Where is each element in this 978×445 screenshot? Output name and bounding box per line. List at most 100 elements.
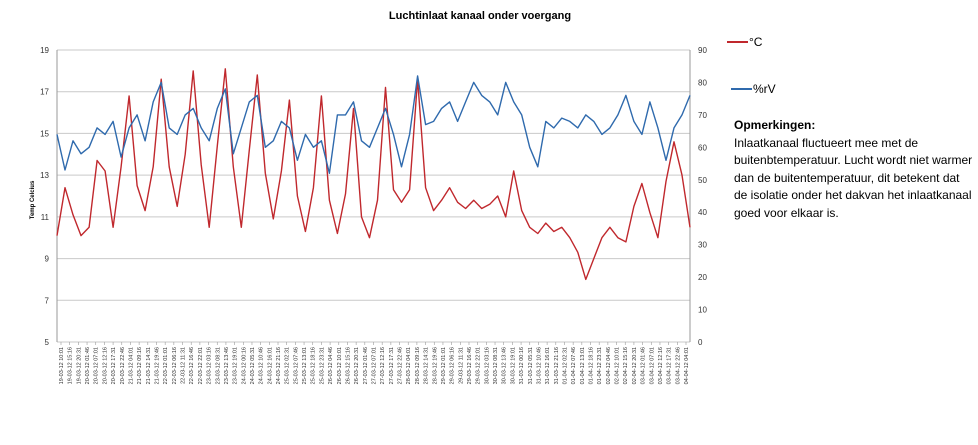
right-tick-label-7: 70 — [698, 111, 707, 120]
x-tick-label-16: 22-03-12 22:01 — [198, 347, 204, 384]
x-tick-label-2: 19-03-12 20:31 — [76, 347, 82, 384]
x-tick-label-42: 28-03-12 14:31 — [424, 347, 430, 384]
x-tick-label-38: 27-03-12 17:31 — [389, 347, 395, 384]
x-tick-label-72: 04-04-12 04:01 — [684, 347, 690, 384]
left-tick-label-1: 7 — [45, 296, 50, 305]
chart-title: Luchtinlaat kanaal onder voergang — [389, 10, 571, 22]
x-tick-label-54: 31-03-12 05:31 — [528, 347, 534, 384]
notes-heading: Opmerkingen: — [734, 118, 816, 132]
notes-body: Inlaatkanaal fluctueert mee met de buite… — [734, 135, 973, 220]
x-tick-label-0: 19-03-12 10:01 — [59, 347, 65, 384]
x-tick-label-49: 30-03-12 03:16 — [484, 347, 490, 384]
x-tick-label-34: 26-03-12 20:31 — [354, 347, 360, 384]
x-tick-label-66: 02-04-12 20:31 — [632, 347, 638, 384]
x-tick-label-3: 20-03-12 01:46 — [85, 347, 91, 384]
x-tick-label-15: 22-03-12 16:46 — [189, 347, 195, 384]
x-tick-label-69: 03-04-12 12:16 — [658, 347, 664, 384]
left-axis-ticks: 5 7 9 11 13 15 17 19 — [40, 46, 49, 347]
x-tick-label-57: 31-03-12 21:16 — [554, 347, 560, 384]
x-tick-label-17: 23-03-12 03:16 — [207, 347, 213, 384]
x-tick-label-23: 24-03-12 10:46 — [259, 347, 265, 384]
series-line-temperature — [56, 68, 691, 281]
x-tick-label-35: 27-03-12 01:46 — [363, 347, 369, 384]
x-tick-label-67: 03-04-12 01:46 — [641, 347, 647, 384]
chart-gridlines — [56, 49, 691, 343]
right-axis-ticks: 0 10 20 30 40 50 60 70 80 90 — [698, 46, 707, 347]
right-tick-label-5: 50 — [698, 176, 707, 185]
notes-panel: Opmerkingen: Inlaatkanaal fluctueert mee… — [734, 117, 974, 222]
x-tick-label-25: 24-03-12 21:16 — [276, 347, 282, 384]
x-tick-label-50: 30-03-12 08:31 — [493, 347, 499, 384]
x-tick-label-32: 26-03-12 10:01 — [337, 347, 343, 384]
x-tick-label-6: 20-03-12 17:31 — [111, 347, 117, 384]
left-tick-label-7: 19 — [40, 46, 49, 55]
left-tick-label-3: 11 — [41, 213, 50, 222]
x-tick-label-40: 28-03-12 04:01 — [406, 347, 412, 384]
x-tick-label-45: 29-03-12 06:16 — [450, 347, 456, 384]
x-tick-label-8: 21-03-12 04:01 — [128, 347, 134, 384]
x-tick-label-13: 22-03-12 06:16 — [172, 347, 178, 384]
x-tick-label-18: 23-03-12 08:31 — [215, 347, 221, 384]
right-tick-label-8: 80 — [698, 78, 707, 87]
left-tick-label-2: 9 — [45, 255, 50, 264]
x-tick-label-29: 25-03-12 18:16 — [311, 347, 317, 384]
x-tick-label-51: 30-03-12 13:46 — [502, 347, 508, 384]
x-tick-label-56: 31-03-12 16:01 — [545, 347, 551, 384]
x-axis-ticks: 19-03-12 10:01 19-03-12 15:16 19-03-12 20:… — [59, 342, 690, 384]
x-tick-label-11: 21-03-12 19:46 — [154, 347, 160, 384]
right-tick-label-4: 40 — [698, 208, 707, 217]
x-tick-label-60: 01-04-12 13:01 — [580, 347, 586, 384]
x-tick-label-63: 02-04-12 04:46 — [606, 347, 612, 384]
x-tick-label-28: 25-03-12 13:01 — [302, 347, 308, 384]
right-tick-label-2: 20 — [698, 273, 707, 282]
left-tick-label-0: 5 — [45, 338, 50, 347]
x-tick-label-46: 29-03-12 11:31 — [458, 347, 464, 384]
x-tick-label-39: 27-03-12 22:46 — [398, 347, 404, 384]
left-tick-label-6: 17 — [40, 88, 49, 97]
x-tick-label-52: 30-03-12 19:01 — [510, 347, 516, 384]
x-tick-label-1: 19-03-12 15:16 — [68, 347, 74, 384]
x-tick-label-61: 01-04-12 18:16 — [589, 347, 595, 384]
x-tick-label-27: 25-03-12 07:46 — [293, 347, 299, 384]
right-tick-label-6: 60 — [698, 143, 707, 152]
x-tick-label-70: 03-04-12 17:31 — [667, 347, 673, 384]
x-tick-label-21: 24-03-12 00:16 — [241, 347, 247, 384]
x-tick-label-26: 25-03-12 02:31 — [285, 347, 291, 384]
x-tick-label-48: 29-03-12 22:01 — [476, 347, 482, 384]
x-tick-label-14: 22-03-12 11:31 — [181, 347, 187, 384]
x-tick-label-58: 01-04-12 02:31 — [562, 347, 568, 384]
right-tick-label-1: 10 — [698, 306, 707, 315]
left-tick-label-5: 15 — [40, 129, 49, 138]
x-tick-label-59: 01-04-12 07:46 — [571, 347, 577, 384]
x-tick-label-41: 28-03-12 09:16 — [415, 347, 421, 384]
legend-label-humidity: %rV — [753, 82, 776, 96]
right-tick-label-3: 30 — [698, 241, 707, 250]
x-tick-label-33: 26-03-12 15:16 — [345, 347, 351, 384]
x-tick-label-20: 23-03-12 19:01 — [233, 347, 239, 384]
x-tick-label-53: 31-03-12 00:16 — [519, 347, 525, 384]
right-tick-label-0: 0 — [698, 338, 703, 347]
x-tick-label-24: 24-03-12 16:01 — [267, 347, 273, 384]
x-tick-label-12: 22-03-12 01:01 — [163, 347, 169, 384]
left-tick-label-4: 13 — [40, 171, 49, 180]
series-lines — [56, 68, 691, 281]
x-tick-label-65: 02-04-12 15:16 — [623, 347, 629, 384]
x-tick-label-19: 23-03-12 13:46 — [224, 347, 230, 384]
x-tick-label-5: 20-03-12 12:16 — [102, 347, 108, 384]
x-tick-label-4: 20-03-12 07:01 — [94, 347, 100, 384]
x-tick-label-10: 21-03-12 14:31 — [146, 347, 152, 384]
legend: °C %rV — [727, 35, 776, 96]
right-tick-label-9: 90 — [698, 46, 707, 55]
y-axis-label: Temp Celcius — [30, 180, 36, 219]
x-tick-label-31: 26-03-12 04:46 — [328, 347, 334, 384]
legend-label-temperature: °C — [749, 35, 763, 49]
x-tick-label-55: 31-03-12 10:46 — [536, 347, 542, 384]
x-tick-label-22: 24-03-12 05:31 — [250, 347, 256, 384]
x-tick-label-43: 28-03-12 19:46 — [432, 347, 438, 384]
x-tick-label-9: 21-03-12 09:16 — [137, 347, 143, 384]
series-line-humidity — [56, 75, 691, 175]
x-tick-label-30: 25-03-12 23:31 — [319, 347, 325, 384]
x-tick-label-37: 27-03-12 12:16 — [380, 347, 386, 384]
x-tick-label-68: 03-04-12 07:01 — [649, 347, 655, 384]
